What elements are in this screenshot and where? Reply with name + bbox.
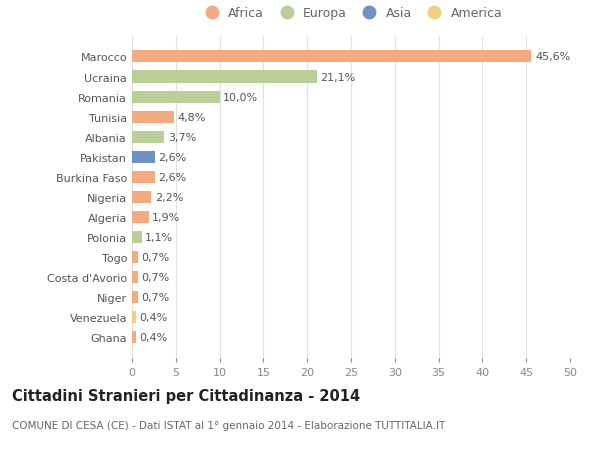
Text: 0,7%: 0,7% (142, 292, 170, 302)
Bar (132, 311, 136, 324)
Text: 10,0%: 10,0% (223, 92, 258, 102)
Bar (132, 231, 142, 243)
Bar (132, 271, 138, 283)
Bar (132, 171, 155, 183)
Text: Cittadini Stranieri per Cittadinanza - 2014: Cittadini Stranieri per Cittadinanza - 2… (12, 388, 360, 403)
Bar (132, 151, 155, 163)
Text: 4,8%: 4,8% (178, 112, 206, 123)
Bar (132, 212, 149, 224)
Bar (132, 112, 174, 123)
Legend: Africa, Europa, Asia, America: Africa, Europa, Asia, America (196, 4, 506, 24)
Text: 1,9%: 1,9% (152, 213, 181, 222)
Bar (132, 252, 138, 263)
Text: 2,6%: 2,6% (158, 173, 187, 182)
Text: 21,1%: 21,1% (320, 73, 356, 82)
Bar (132, 291, 138, 303)
Text: 2,6%: 2,6% (158, 152, 187, 162)
Text: 0,4%: 0,4% (139, 332, 167, 342)
Bar (132, 71, 317, 84)
Text: COMUNE DI CESA (CE) - Dati ISTAT al 1° gennaio 2014 - Elaborazione TUTTITALIA.IT: COMUNE DI CESA (CE) - Dati ISTAT al 1° g… (12, 420, 445, 430)
Text: 1,1%: 1,1% (145, 232, 173, 242)
Bar (132, 51, 532, 63)
Text: 2,2%: 2,2% (155, 192, 183, 202)
Bar (132, 191, 151, 203)
Text: 45,6%: 45,6% (535, 52, 570, 62)
Bar (132, 331, 136, 343)
Bar (132, 91, 220, 103)
Text: 0,4%: 0,4% (139, 313, 167, 322)
Text: 0,7%: 0,7% (142, 272, 170, 282)
Bar (132, 131, 164, 143)
Text: 0,7%: 0,7% (142, 252, 170, 263)
Text: 3,7%: 3,7% (168, 132, 196, 142)
